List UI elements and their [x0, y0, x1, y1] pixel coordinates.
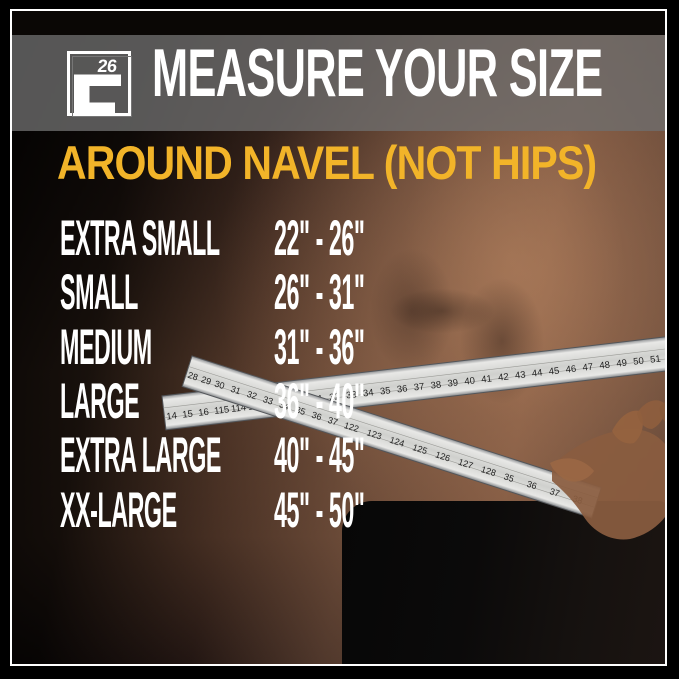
svg-text:52: 52	[666, 352, 667, 364]
svg-text:48: 48	[599, 360, 611, 372]
svg-text:49: 49	[616, 358, 628, 370]
svg-text:26: 26	[97, 56, 119, 76]
svg-text:50: 50	[633, 356, 645, 368]
svg-text:46: 46	[565, 364, 577, 376]
svg-text:47: 47	[582, 362, 594, 374]
svg-text:16: 16	[198, 407, 210, 419]
svg-text:51: 51	[650, 354, 662, 366]
svg-text:14: 14	[166, 410, 178, 422]
svg-text:15: 15	[182, 409, 194, 421]
